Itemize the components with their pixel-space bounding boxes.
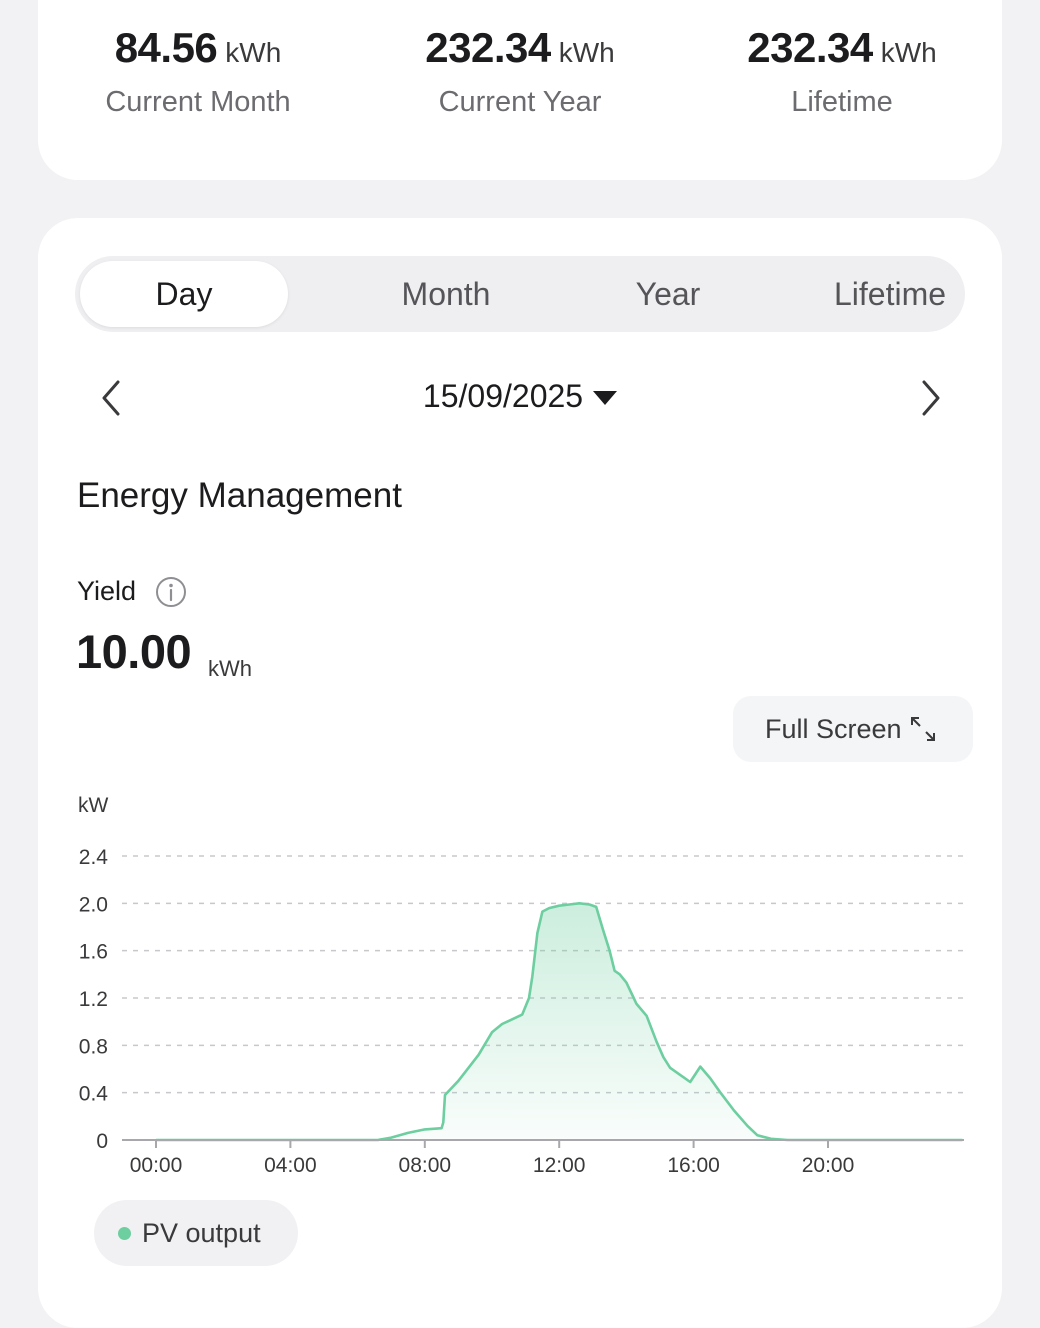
expand-icon [911, 717, 935, 741]
x-tick-label: 08:00 [399, 1154, 452, 1177]
y-tick-label: 2.4 [79, 846, 109, 869]
pv-output-chart: kW 0 0.4 0.8 1.2 1.6 2.0 2.4 00:00 04:00 08:00 12:… [78, 794, 964, 1177]
caret-down-icon [593, 390, 618, 405]
x-tick-label: 16:00 [667, 1154, 720, 1177]
stat-unit: kWh [225, 37, 282, 68]
current-year-stat: 232.34 kWh Current Year [360, 24, 680, 119]
section-title: Energy Management [77, 476, 402, 515]
x-tick-label: 12:00 [533, 1154, 586, 1177]
period-tabs: Day Month Year Lifetime [75, 256, 965, 332]
y-tick-label: 1.6 [79, 941, 108, 964]
date-navigator: 15/09/2025 [38, 368, 1002, 428]
stat-value: 232.34 [747, 24, 873, 71]
yield-unit: kWh [208, 656, 252, 681]
chevron-left-icon[interactable] [94, 378, 134, 418]
energy-card: Day Month Year Lifetime 15/09/2025 Energ… [38, 218, 1002, 1328]
pv-output-area [156, 903, 963, 1140]
current-month-stat: 84.56 kWh Current Month [38, 24, 358, 119]
y-tick-label: 2.0 [79, 893, 108, 916]
x-tick-label: 00:00 [130, 1154, 183, 1177]
tab-lifetime[interactable]: Lifetime [833, 276, 947, 312]
stat-unit: kWh [558, 37, 615, 68]
y-tick-label: 1.2 [79, 988, 108, 1011]
yield-value: 10.00 [76, 625, 192, 678]
y-tick-label: 0.8 [79, 1035, 108, 1058]
legend-pv-output[interactable]: PV output [94, 1200, 298, 1266]
stat-label: Current Year [438, 86, 602, 118]
legend-dot [118, 1227, 131, 1240]
y-tick-label: 0 [96, 1130, 108, 1153]
info-icon[interactable] [154, 575, 188, 609]
chevron-right-icon[interactable] [910, 378, 950, 418]
date-picker[interactable]: 15/09/2025 [38, 378, 1002, 415]
legend-label: PV output [142, 1218, 261, 1248]
pv-output-line [156, 902, 963, 1142]
summary-card: 84.56 kWh Current Month 232.34 kWh Current… [38, 0, 1002, 180]
stat-value: 232.34 [425, 24, 551, 71]
stat-label: Current Month [105, 86, 291, 118]
tab-year[interactable]: Year [635, 276, 701, 312]
full-screen-label: Full Screen [765, 714, 902, 744]
y-tick-label: 0.4 [79, 1083, 109, 1106]
tab-month[interactable]: Month [401, 276, 491, 312]
full-screen-button[interactable]: Full Screen [733, 696, 973, 762]
x-tick-label: 04:00 [264, 1154, 317, 1177]
stat-label: Lifetime [791, 86, 893, 118]
stat-value: 84.56 [114, 24, 218, 71]
x-tick-label: 20:00 [802, 1154, 855, 1177]
yield-label: Yield [77, 576, 137, 606]
lifetime-stat: 232.34 kWh Lifetime [682, 24, 1002, 119]
y-axis-label: kW [78, 794, 109, 817]
date-text: 15/09/2025 [422, 378, 584, 414]
stat-unit: kWh [880, 37, 937, 68]
tab-day[interactable]: Day [80, 261, 288, 327]
